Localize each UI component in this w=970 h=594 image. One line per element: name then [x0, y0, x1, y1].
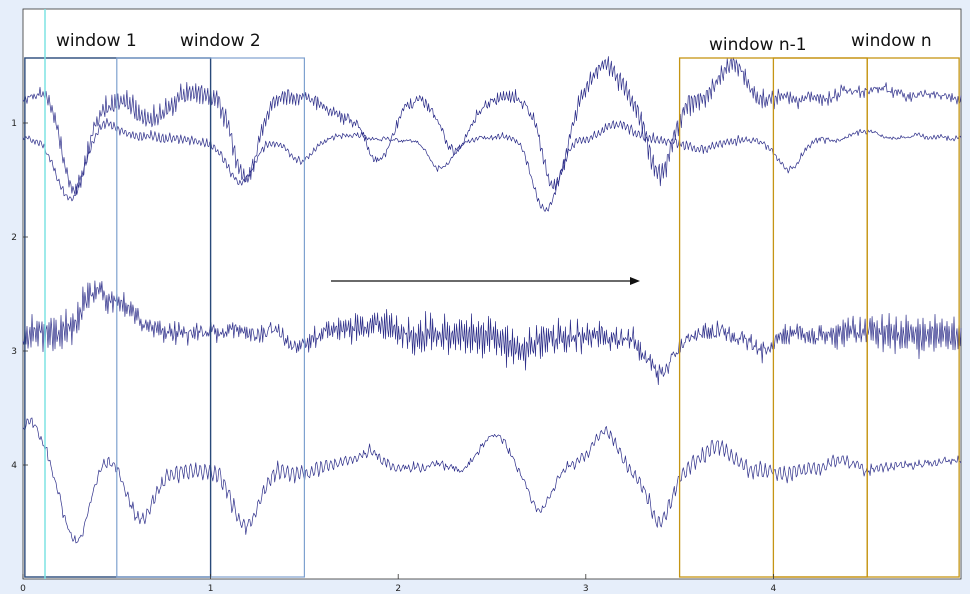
x-tick-label: 1 — [208, 584, 214, 594]
plot-area — [22, 8, 962, 580]
x-tick-label: 0 — [20, 584, 26, 594]
window-1-label: window 1 — [56, 31, 137, 51]
signal-trace — [22, 118, 962, 212]
window-n-box — [772, 57, 960, 578]
window-n-label: window n — [851, 31, 932, 51]
window-boxes — [24, 57, 960, 578]
y-tick-label: 2 — [11, 233, 17, 243]
y-tick-label: 1 — [11, 119, 17, 129]
x-tick-label: 2 — [395, 584, 401, 594]
window-2-label: window 2 — [180, 31, 261, 51]
direction-arrow — [331, 277, 640, 285]
signal-trace — [22, 56, 962, 195]
y-tick-label: 4 — [11, 461, 17, 471]
signal-traces — [22, 56, 962, 544]
signal-trace — [22, 280, 962, 386]
arrow-head — [630, 277, 640, 285]
axes: 0 1 2 3 4 1 2 3 4 — [11, 119, 776, 594]
x-tick-label: 3 — [583, 584, 589, 594]
y-tick-label: 3 — [11, 347, 17, 357]
window-n-1-label: window n-1 — [709, 35, 807, 55]
x-tick-label: 4 — [771, 584, 777, 594]
signal-trace — [22, 417, 962, 544]
